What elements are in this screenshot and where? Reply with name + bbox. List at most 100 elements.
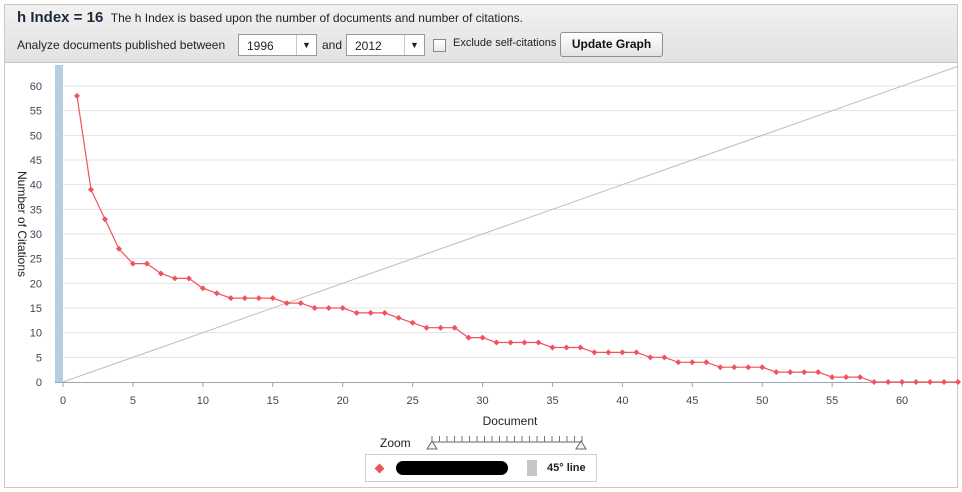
y-tick-label: 45 xyxy=(30,155,42,167)
citation-point xyxy=(353,309,360,316)
legend-45-degree-label: 45° line xyxy=(547,462,586,474)
citation-point xyxy=(451,324,458,331)
citation-point xyxy=(535,339,542,346)
citation-point xyxy=(283,300,290,307)
x-tick-label: 10 xyxy=(197,395,209,407)
title-row: h Index = 16 The h Index is based upon t… xyxy=(17,9,523,27)
citation-point xyxy=(941,379,948,385)
end-year-select[interactable]: 2012 ▼ xyxy=(346,34,425,56)
citation-point xyxy=(857,374,864,381)
citation-point xyxy=(647,354,654,361)
citation-point xyxy=(339,305,346,311)
citation-point xyxy=(227,295,234,302)
y-tick-label: 0 xyxy=(36,377,42,389)
x-tick-label: 30 xyxy=(476,395,488,407)
start-year-value: 1996 xyxy=(247,39,274,53)
citation-point xyxy=(423,324,430,331)
citation-point xyxy=(591,349,598,356)
x-tick-label: 40 xyxy=(616,395,628,407)
date-range-controls: Analyze documents published between 1996… xyxy=(17,32,957,57)
x-tick-label: 55 xyxy=(826,395,838,407)
citation-point xyxy=(885,379,892,385)
diagonal-line-swatch xyxy=(527,460,537,476)
citation-point xyxy=(157,270,164,277)
citation-point xyxy=(465,334,472,341)
chart-legend: 45° line xyxy=(365,454,597,482)
y-tick-label: 50 xyxy=(30,130,42,142)
x-tick-label: 25 xyxy=(406,395,418,407)
citation-point xyxy=(871,379,878,385)
x-tick-label: 60 xyxy=(896,395,908,407)
analyze-label: Analyze documents published between xyxy=(17,38,226,52)
citation-point xyxy=(815,369,822,376)
end-year-value: 2012 xyxy=(355,39,382,53)
citation-point xyxy=(661,354,668,361)
citation-point xyxy=(115,245,122,252)
chevron-down-icon: ▼ xyxy=(404,35,424,55)
redacted-series-name xyxy=(396,461,508,475)
citation-point xyxy=(955,379,961,385)
citation-point xyxy=(689,359,696,366)
x-tick-label: 15 xyxy=(267,395,279,407)
citation-point xyxy=(549,344,556,351)
y-tick-label: 15 xyxy=(30,303,42,315)
citation-point xyxy=(493,339,500,346)
y-tick-label: 40 xyxy=(30,180,42,192)
zoom-label: Zoom xyxy=(380,436,411,450)
x-tick-label: 20 xyxy=(337,395,349,407)
citation-point xyxy=(381,309,388,316)
x-tick-label: 35 xyxy=(546,395,558,407)
citation-point xyxy=(619,349,626,356)
y-axis-bar xyxy=(55,65,63,382)
start-year-select[interactable]: 1996 ▼ xyxy=(238,34,317,56)
citation-point xyxy=(73,92,80,99)
citation-point xyxy=(269,295,276,302)
x-tick-label: 5 xyxy=(130,395,136,407)
citation-point xyxy=(773,369,780,376)
h-index-value: h Index = 16 xyxy=(17,9,104,26)
h-index-description: The h Index is based upon the number of … xyxy=(110,11,524,25)
y-tick-label: 20 xyxy=(30,278,42,290)
y-tick-label: 60 xyxy=(30,81,42,93)
y-tick-label: 30 xyxy=(30,229,42,241)
citation-point xyxy=(199,285,206,292)
citation-point xyxy=(143,260,150,267)
citation-point xyxy=(87,186,94,193)
citation-point xyxy=(801,369,808,376)
citation-point xyxy=(213,290,220,297)
y-tick-label: 35 xyxy=(30,204,42,216)
y-tick-label: 25 xyxy=(30,254,42,266)
citation-point xyxy=(927,379,934,385)
citation-point xyxy=(703,359,710,366)
chevron-down-icon: ▼ xyxy=(296,35,316,55)
y-axis-title: Number of Citations xyxy=(15,171,29,277)
citation-point xyxy=(311,305,318,311)
citation-point xyxy=(521,339,528,346)
y-tick-label: 55 xyxy=(30,106,42,118)
citation-point xyxy=(297,300,304,307)
and-label: and xyxy=(322,38,343,52)
diagonal-45-line xyxy=(62,65,959,383)
citation-point xyxy=(325,305,332,311)
citation-point xyxy=(787,369,794,376)
zoom-handle-right[interactable] xyxy=(575,440,587,450)
citation-point xyxy=(675,359,682,366)
citation-point xyxy=(843,374,850,381)
citation-point xyxy=(731,364,738,371)
exclude-self-citations-label: Exclude self-citations xyxy=(453,37,557,49)
controls-header: h Index = 16 The h Index is based upon t… xyxy=(5,5,957,63)
citation-point xyxy=(129,260,136,267)
citations-series-line xyxy=(76,95,958,383)
x-tick-label: 45 xyxy=(686,395,698,407)
citation-point xyxy=(395,314,402,321)
exclude-self-citations-checkbox[interactable] xyxy=(433,39,446,52)
x-tick-label: 50 xyxy=(756,395,768,407)
x-axis-title: Document xyxy=(483,414,538,428)
citation-point xyxy=(255,295,262,302)
citation-point xyxy=(101,216,108,223)
zoom-handle-left[interactable] xyxy=(426,440,438,450)
update-graph-button[interactable]: Update Graph xyxy=(560,32,663,57)
citation-point xyxy=(563,344,570,351)
x-tick-label: 0 xyxy=(60,395,66,407)
